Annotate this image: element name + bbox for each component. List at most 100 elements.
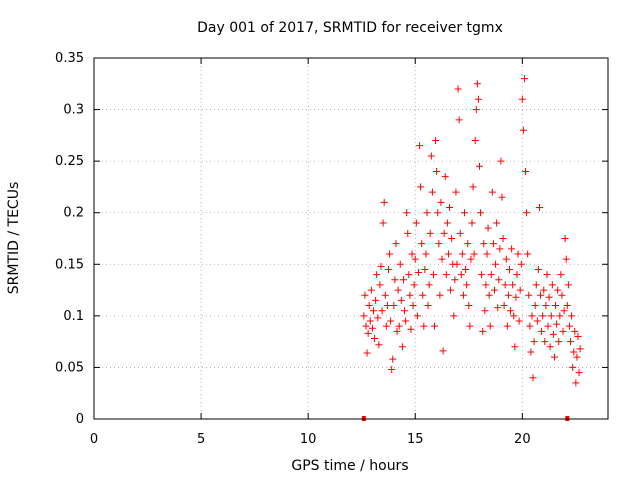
data-point: [561, 235, 569, 242]
data-point: [417, 183, 425, 191]
data-point: [384, 265, 392, 273]
data-point: [563, 302, 571, 310]
data-point: [439, 347, 447, 355]
data-point: [535, 204, 543, 212]
data-point: [459, 291, 467, 299]
data-point: [562, 255, 570, 263]
y-tick-label: 0.25: [55, 154, 84, 169]
data-point: [414, 269, 422, 277]
data-point: [429, 271, 437, 279]
data-point: [557, 271, 565, 279]
data-point: [467, 255, 475, 263]
data-point: [468, 219, 476, 227]
data-point: [527, 348, 535, 356]
x-tick-label: 15: [407, 432, 424, 447]
data-point: [397, 296, 405, 304]
data-point: [493, 219, 501, 227]
data-point: [478, 271, 486, 279]
data-point: [447, 286, 455, 294]
data-point: [496, 245, 504, 253]
data-point: [413, 312, 421, 320]
data-point: [438, 255, 446, 263]
data-point: [481, 307, 489, 315]
y-tick-label: 0: [76, 412, 84, 427]
data-point: [492, 260, 500, 268]
y-tick-label: 0.05: [55, 360, 84, 375]
data-point: [436, 291, 444, 299]
data-point: [365, 302, 373, 310]
data-point: [516, 286, 524, 294]
data-point: [494, 304, 502, 312]
x-axis-ticks: 0 5 10 15 20: [90, 58, 531, 447]
data-point: [500, 302, 508, 310]
data-point: [427, 152, 435, 160]
data-point: [401, 307, 409, 315]
data-point: [534, 265, 542, 273]
data-point: [404, 229, 412, 237]
data-point: [574, 332, 582, 340]
data-point: [457, 271, 465, 279]
data-point: [489, 240, 497, 248]
data-point: [366, 317, 374, 325]
data-point: [512, 293, 520, 301]
data-point: [394, 286, 402, 294]
data-point: [483, 250, 491, 258]
data-point: [368, 324, 376, 332]
data-point: [568, 312, 576, 320]
data-point: [373, 271, 381, 279]
data-point: [554, 286, 562, 294]
data-point: [528, 312, 536, 320]
data-point: [533, 317, 541, 325]
data-point: [408, 250, 416, 258]
data-point: [450, 312, 458, 320]
data-point: [477, 209, 485, 217]
data-point: [453, 260, 461, 268]
data-point: [515, 317, 523, 325]
plot-frame: [93, 57, 609, 420]
data-point: [485, 291, 493, 299]
data-point: [556, 312, 564, 320]
data-point: [513, 271, 521, 279]
data-point: [421, 265, 429, 273]
data-point: [391, 276, 399, 284]
data-point: [444, 250, 452, 258]
data-point: [360, 312, 368, 320]
data-point: [362, 322, 370, 330]
data-point: [495, 276, 503, 284]
data-point: [464, 240, 472, 248]
data-point: [522, 167, 530, 175]
data-point: [448, 235, 456, 242]
data-point: [437, 198, 445, 206]
data-point: [502, 255, 510, 263]
data-point: [548, 281, 556, 289]
data-point: [378, 307, 386, 315]
data-point: [456, 229, 464, 237]
data-points: [360, 75, 584, 387]
data-point: [545, 293, 553, 301]
data-point: [466, 322, 474, 330]
data-point: [509, 281, 517, 289]
x-tick-label: 20: [514, 432, 531, 447]
data-point: [392, 240, 400, 248]
y-tick-label: 0.2: [63, 206, 84, 221]
data-point: [490, 286, 498, 294]
data-point: [469, 183, 477, 191]
data-point: [567, 338, 575, 346]
data-point: [570, 348, 578, 356]
data-point: [403, 209, 411, 217]
data-point: [406, 291, 414, 299]
data-point: [531, 302, 539, 310]
x-axis-label: GPS time / hours: [291, 458, 408, 474]
data-point: [498, 193, 506, 201]
data-point: [361, 291, 369, 299]
data-point: [395, 322, 403, 330]
data-point: [423, 209, 431, 217]
data-point: [458, 250, 466, 258]
data-point: [425, 281, 433, 289]
data-point: [379, 219, 387, 227]
data-point: [547, 312, 555, 320]
data-point: [505, 265, 513, 273]
data-point: [426, 229, 434, 237]
data-point: [465, 302, 473, 310]
data-point: [374, 314, 382, 322]
